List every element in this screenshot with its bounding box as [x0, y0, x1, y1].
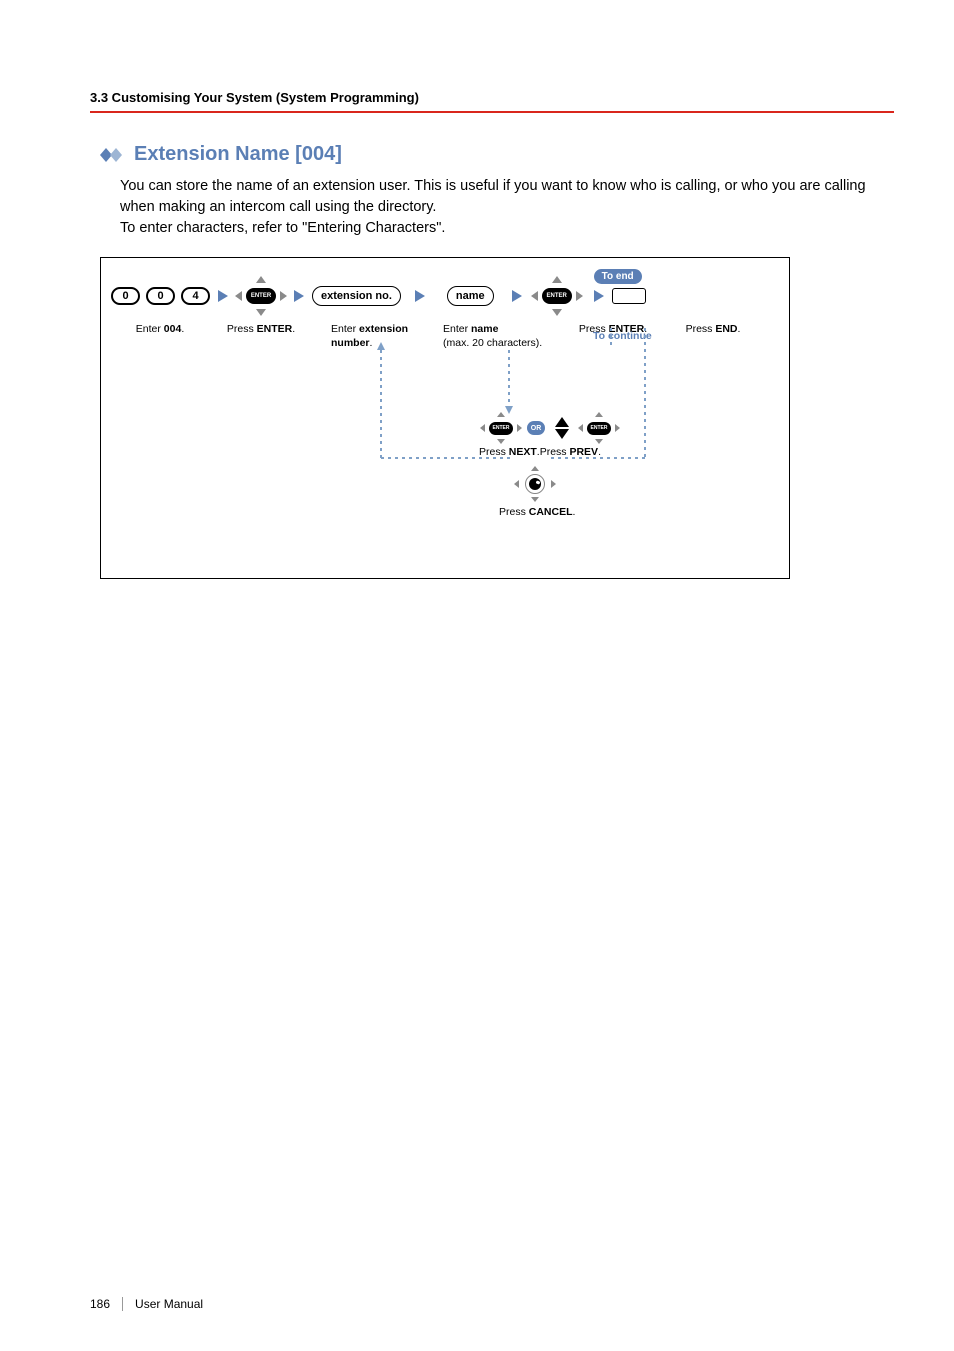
- body-paragraph: You can store the name of an extension u…: [120, 176, 874, 239]
- enter-button-small-icon: ENTER: [579, 414, 619, 442]
- enter-core-label: ENTER: [587, 422, 611, 435]
- section-header: 3.3 Customising Your System (System Prog…: [90, 90, 894, 105]
- page-footer: 186 User Manual: [90, 1297, 203, 1311]
- footer-label: User Manual: [135, 1297, 203, 1311]
- body-line1: You can store the name of an extension u…: [120, 178, 866, 215]
- label-press-prev: Press PREV.: [540, 446, 601, 458]
- header-rule: [90, 111, 894, 113]
- footer-divider: [122, 1297, 123, 1311]
- label-press-cancel: Press CANCEL.: [499, 506, 575, 518]
- next-prev-cluster: ENTER OR ENTER: [481, 413, 619, 443]
- page-number: 186: [90, 1297, 110, 1311]
- enter-core-label: ENTER: [489, 422, 513, 435]
- diamond-pair-icon: [100, 146, 126, 164]
- cancel-cluster: [515, 468, 555, 500]
- up-down-nav-icon: [551, 413, 573, 443]
- label-press-next: Press NEXT.: [479, 446, 540, 458]
- enter-button-small-icon: ENTER: [481, 414, 521, 442]
- or-badge: OR: [527, 421, 545, 435]
- cancel-button-icon: [515, 468, 555, 500]
- dotted-connectors: [101, 298, 771, 528]
- procedure-diagram: 0 0 4 ENTER extension no. name: [100, 257, 790, 579]
- label-next-prev: Press NEXT. Press PREV.: [479, 446, 601, 458]
- body-line2: To enter characters, refer to "Entering …: [120, 220, 445, 236]
- page-title: Extension Name [004]: [134, 143, 342, 166]
- to-end-badge: To end: [594, 269, 642, 284]
